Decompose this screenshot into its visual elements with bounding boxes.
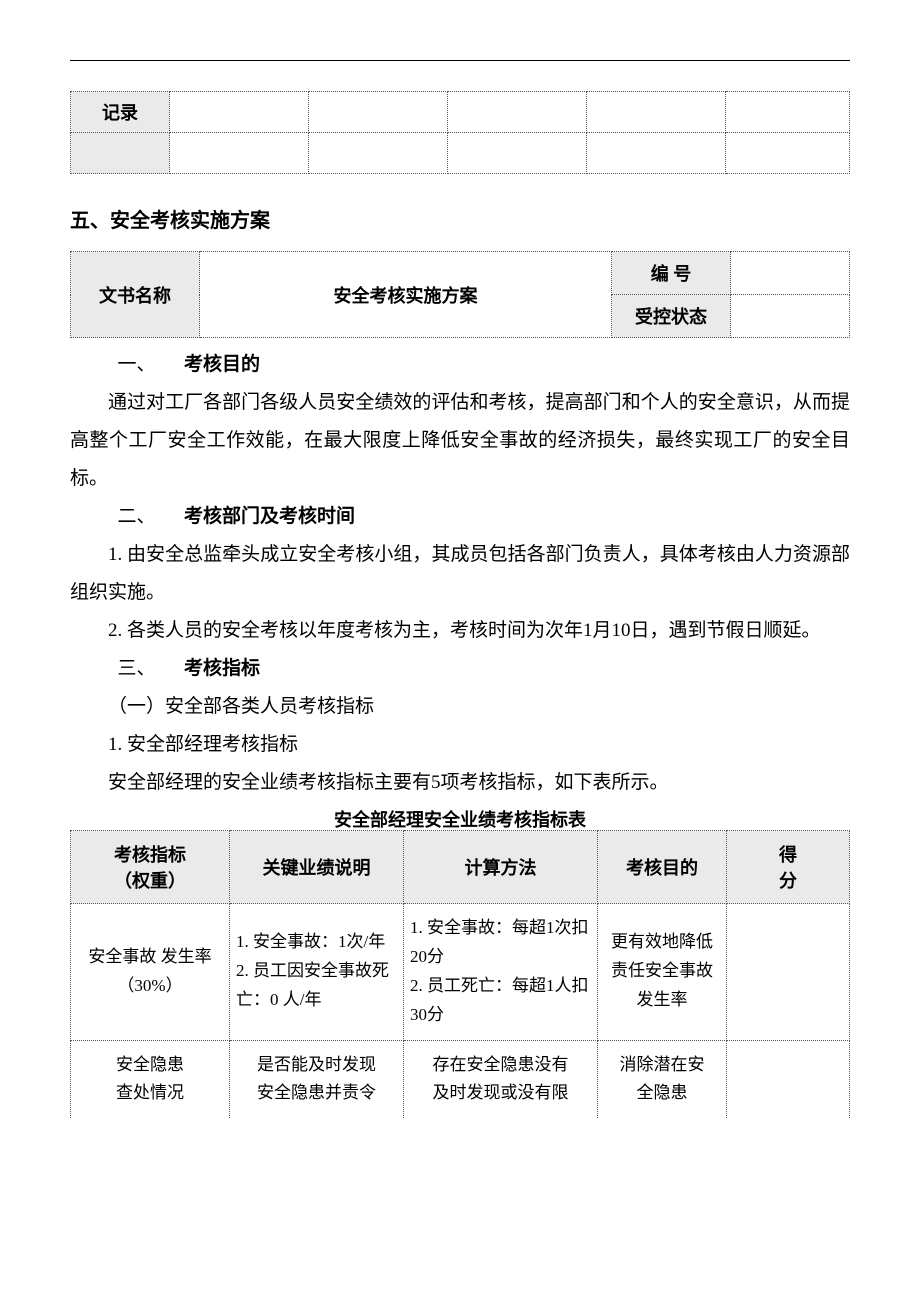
heading-1-num: 一、 [118, 354, 156, 375]
row1-goal: 更有效地降低责任安全事故发生率 [598, 904, 727, 1041]
row2-kpi-b: 安全隐患并责令 [257, 1083, 376, 1102]
row2-goal-b: 全隐患 [637, 1083, 688, 1102]
assess-table-title: 安全部经理安全业绩考核指标表 [70, 806, 850, 832]
th-score-a: 得 [779, 845, 797, 865]
table-row: 安全隐患 查处情况 是否能及时发现 安全隐患并责令 存在安全隐患没有 及时发现或… [71, 1040, 850, 1118]
paragraph-2-1: 1. 由安全总监牵头成立安全考核小组，其成员包括各部门负责人，具体考核由人力资源… [70, 536, 850, 612]
row1-score [727, 904, 850, 1041]
table-row: 安全事故 发生率（30%） 1. 安全事故：1次/年 2. 员工因安全事故死亡：… [71, 904, 850, 1041]
heading-2: 二、 考核部门及考核时间 [70, 498, 850, 536]
paragraph-3-1: 1. 安全部经理考核指标 [70, 726, 850, 764]
section-5-title: 五、安全考核实施方案 [70, 204, 850, 233]
row2-indicator-a: 安全隐患 [116, 1055, 184, 1074]
heading-1: 一、 考核目的 [70, 346, 850, 384]
th-goal: 考核目的 [598, 831, 727, 904]
heading-2-num: 二、 [118, 506, 156, 527]
record-cell [309, 133, 448, 174]
page-top-rule [70, 60, 850, 61]
row2-indicator: 安全隐患 查处情况 [71, 1040, 230, 1118]
meta-table: 文书名称 安全考核实施方案 编 号 受控状态 [70, 251, 850, 338]
record-cell [309, 92, 448, 133]
record-header: 记录 [71, 92, 170, 133]
record-cell [726, 133, 850, 174]
assess-table: 考核指标 （权重） 关键业绩说明 计算方法 考核目的 得 分 安全事故 发生率（… [70, 830, 850, 1118]
heading-2-title: 考核部门及考核时间 [184, 506, 355, 527]
paragraph-1: 通过对工厂各部门各级人员安全绩效的评估和考核，提高部门和个人的安全意识，从而提高… [70, 384, 850, 498]
record-cell [587, 92, 726, 133]
th-score-b: 分 [779, 871, 797, 891]
row1-indicator: 安全事故 发生率（30%） [71, 904, 230, 1041]
row2-indicator-b: 查处情况 [116, 1083, 184, 1102]
doc-name-value: 安全考核实施方案 [200, 252, 612, 338]
record-cell [71, 133, 170, 174]
row2-kpi-a: 是否能及时发现 [257, 1055, 376, 1074]
row2-method: 存在安全隐患没有 及时发现或没有限 [404, 1040, 598, 1118]
heading-1-title: 考核目的 [184, 354, 260, 375]
th-method: 计算方法 [404, 831, 598, 904]
th-score: 得 分 [727, 831, 850, 904]
heading-3-title: 考核指标 [184, 658, 260, 679]
row2-method-a: 存在安全隐患没有 [433, 1055, 569, 1074]
status-label: 受控状态 [612, 295, 731, 338]
row2-goal-a: 消除潜在安 [620, 1055, 705, 1074]
heading-3: 三、 考核指标 [70, 650, 850, 688]
record-cell [448, 92, 587, 133]
row2-goal: 消除潜在安 全隐患 [598, 1040, 727, 1118]
row2-method-b: 及时发现或没有限 [433, 1083, 569, 1102]
number-label: 编 号 [612, 252, 731, 295]
record-cell [170, 133, 309, 174]
th-indicator-b: （权重） [114, 871, 186, 891]
th-kpi: 关键业绩说明 [230, 831, 404, 904]
doc-name-label: 文书名称 [71, 252, 200, 338]
paragraph-3-sub: （一）安全部各类人员考核指标 [70, 688, 850, 726]
th-indicator: 考核指标 （权重） [71, 831, 230, 904]
record-table: 记录 [70, 91, 850, 174]
paragraph-2-2: 2. 各类人员的安全考核以年度考核为主，考核时间为次年1月10日，遇到节假日顺延… [70, 612, 850, 650]
record-cell [448, 133, 587, 174]
row1-kpi: 1. 安全事故：1次/年 2. 员工因安全事故死亡：0 人/年 [230, 904, 404, 1041]
record-cell [587, 133, 726, 174]
paragraph-3-desc: 安全部经理的安全业绩考核指标主要有5项考核指标，如下表所示。 [70, 764, 850, 802]
status-value [731, 295, 850, 338]
heading-3-num: 三、 [118, 658, 156, 679]
th-indicator-a: 考核指标 [114, 845, 186, 865]
number-value [731, 252, 850, 295]
row1-method: 1. 安全事故：每超1次扣20分 2. 员工死亡：每超1人扣30分 [404, 904, 598, 1041]
row2-score [727, 1040, 850, 1118]
record-cell [170, 92, 309, 133]
row2-kpi: 是否能及时发现 安全隐患并责令 [230, 1040, 404, 1118]
record-cell [726, 92, 850, 133]
